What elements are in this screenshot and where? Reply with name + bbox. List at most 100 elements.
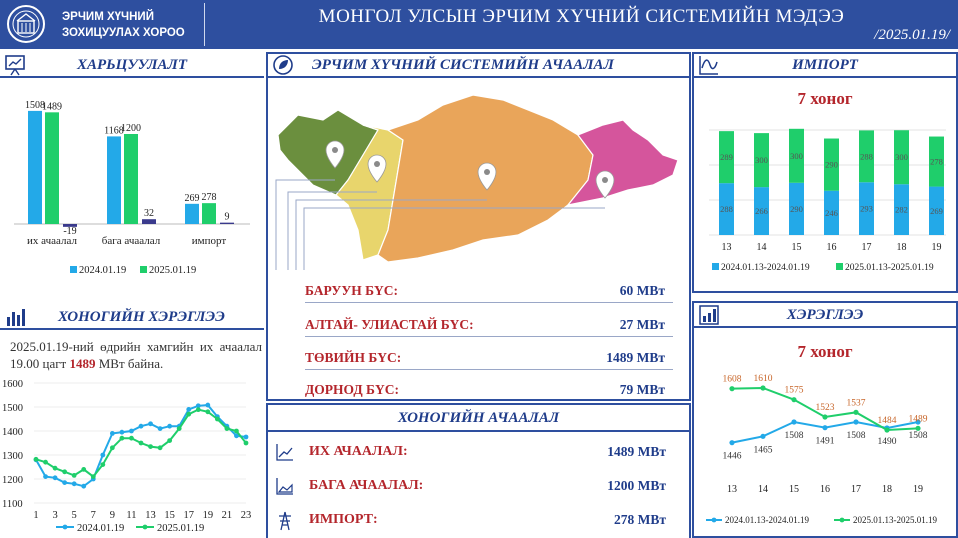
consumption-subtitle: 7 хоног — [797, 342, 852, 361]
legend-swatch — [712, 263, 719, 270]
region-value: 27 МВт — [619, 317, 665, 332]
series-point — [43, 459, 48, 465]
daily-use-title: ХОНОГИЙН ХЭРЭГЛЭЭ — [58, 309, 225, 325]
bar-chart-icon — [7, 309, 25, 326]
bar-value-label: 1200 — [121, 123, 141, 134]
data-value-label: 1446 — [723, 452, 742, 462]
org-name-line2: ЗОХИЦУУЛАХ ХОРОО — [62, 27, 185, 39]
bar-2025.01.19 — [124, 134, 138, 224]
region-row-west: БАРУУН БҮС: 60 МВт — [305, 277, 673, 303]
daily-load-row-min: БАГА АЧААЛАЛ: 1200 МВт — [274, 472, 670, 500]
import-subtitle: 7 хоног — [797, 89, 852, 108]
series-point — [214, 416, 220, 422]
legend-marker — [142, 524, 148, 530]
y-tick-label: 1300 — [2, 451, 23, 462]
series-point — [119, 435, 125, 441]
stacked-bar-segment — [719, 183, 734, 235]
stacked-bar-segment — [859, 130, 874, 183]
series-point — [195, 403, 201, 409]
segment-value-label: 300 — [895, 152, 908, 162]
series-point — [791, 419, 797, 425]
x-tick-label: 9 — [110, 510, 115, 521]
bar-2025.01.19 — [45, 112, 59, 224]
daily-load-value: 278 МВт — [613, 512, 666, 527]
segment-value-label: 269 — [930, 206, 943, 216]
region-value: 60 МВт — [619, 283, 665, 298]
daily-load-title: ХОНОГИЙН АЧААЛАЛ — [397, 410, 560, 426]
series-point — [71, 473, 77, 478]
stacked-bar-segment — [929, 186, 944, 235]
import-panel — [692, 52, 958, 293]
series-point — [138, 440, 144, 446]
regulatory-logo-icon — [7, 5, 45, 43]
series-point — [43, 474, 48, 479]
desc-text-2: МВт байна. — [95, 356, 164, 371]
series-point — [62, 469, 68, 475]
segment-value-label: 282 — [895, 205, 908, 215]
x-tick-label: 19 — [203, 510, 214, 521]
power-tower-icon — [279, 511, 291, 531]
region-name: ТӨВИЙН БҮС: — [305, 350, 402, 365]
org-name: ЭРЧИМ ХҮЧНИЙ ЗОХИЦУУЛАХ ХОРОО — [62, 9, 185, 41]
x-tick-label: 16 — [820, 484, 830, 495]
series-point — [62, 480, 68, 485]
data-value-label: 1537 — [847, 398, 866, 408]
x-tick-label: 21 — [222, 510, 233, 521]
y-tick-label: 1600 — [2, 379, 23, 390]
series-point — [81, 467, 87, 472]
series-point — [129, 435, 134, 441]
map-pin-west-icon — [325, 140, 345, 169]
x-tick-label: 19 — [913, 484, 923, 495]
import-title-bar: ИМПОРТ — [694, 54, 956, 78]
x-tick-label: 13 — [145, 510, 156, 521]
x-tick-label: 15 — [792, 242, 802, 253]
data-value-label: 1608 — [723, 375, 742, 385]
series-point — [52, 465, 58, 471]
map-region-east — [566, 119, 679, 206]
data-value-label: 1508 — [909, 431, 928, 441]
stacked-bar-segment — [719, 131, 734, 184]
segment-value-label: 293 — [860, 204, 873, 214]
segment-value-label: 288 — [860, 151, 873, 161]
daily-load-title-bar: ХОНОГИЙН АЧААЛАЛ — [268, 406, 689, 432]
series-point — [157, 445, 163, 451]
stacked-bar-segment — [789, 182, 804, 235]
region-row-altai: АЛТАЙ- УЛИАСТАЙ БҮС: 27 МВт — [305, 311, 673, 337]
series-point — [853, 409, 859, 415]
comparison-title-bar: ХАРЬЦУУЛАЛТ — [0, 54, 264, 78]
page-title: МОНГОЛ УЛСЫН ЭРЧИМ ХҮЧНИЙ СИСТЕМИЙН МЭДЭ… — [318, 6, 845, 27]
stacked-bar-segment — [789, 128, 804, 183]
series-point — [167, 438, 173, 443]
header-bar: ЭРЧИМ ХҮЧНИЙ ЗОХИЦУУЛАХ ХОРОО МОНГОЛ УЛС… — [0, 0, 958, 49]
leaf-energy-icon — [273, 55, 293, 75]
bar-2024.01.19 — [107, 136, 121, 224]
x-tick-label: 14 — [757, 242, 767, 253]
x-tick-label: 3 — [52, 510, 57, 521]
series-point — [71, 481, 77, 487]
diff-bar — [63, 224, 77, 227]
area-chart-icon — [276, 478, 293, 495]
stacked-bar-segment — [894, 184, 909, 235]
legend-marker — [839, 517, 845, 523]
data-value-label: 1523 — [816, 403, 835, 413]
system-load-title-bar: ЭРЧИМ ХҮЧНИЙ СИСТЕМИЙН АЧААЛАЛ — [268, 54, 689, 78]
series-point — [157, 426, 163, 431]
legend-label: 2025.01.13-2025.01.19 — [853, 515, 937, 525]
bar-value-label: 269 — [185, 193, 200, 204]
series-point — [100, 452, 106, 458]
desc-text-1: 2025.01.19-ний өдрийн хамгийн их ачаалал… — [10, 339, 262, 371]
region-row-east: ДОРНОД БҮС: 79 МВт — [305, 376, 673, 402]
bar-value-label: 1508 — [25, 100, 45, 111]
data-value-label: 1508 — [785, 431, 804, 441]
x-tick-label: 23 — [241, 510, 252, 521]
series-point — [915, 419, 921, 425]
series-point — [791, 397, 797, 403]
series-point — [224, 426, 230, 431]
series-point — [760, 385, 766, 391]
data-value-label: 1490 — [878, 437, 897, 447]
segment-value-label: 300 — [755, 155, 768, 165]
stacked-bar-segment — [894, 130, 909, 185]
data-value-label: 1489 — [909, 414, 928, 424]
